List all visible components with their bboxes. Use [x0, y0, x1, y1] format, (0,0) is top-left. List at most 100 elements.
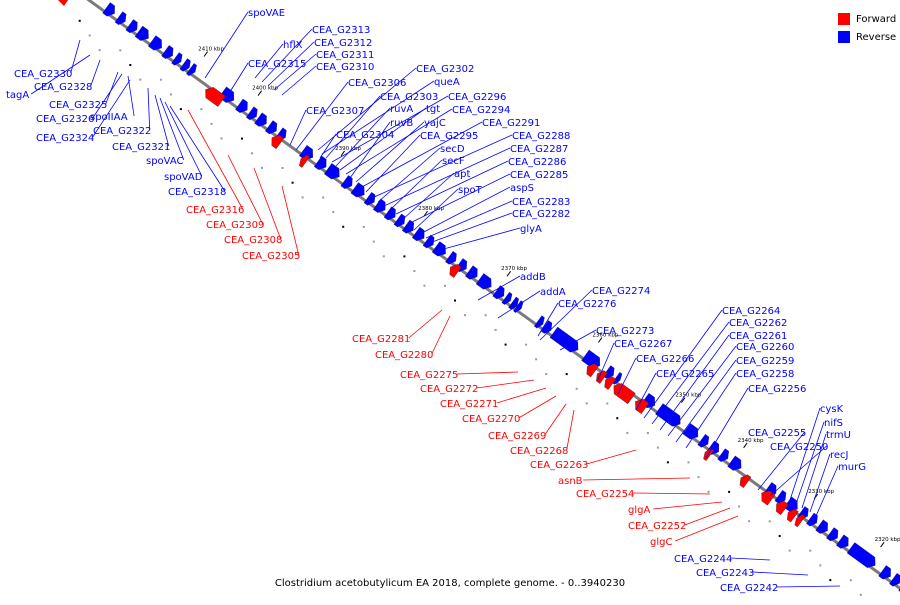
forward-label-connector: [187, 109, 244, 210]
reverse-label-connector: [801, 433, 827, 509]
gene-shape: [393, 213, 406, 228]
feature-mark: [261, 166, 263, 169]
gene-shape: [492, 285, 505, 300]
gene-shape: [806, 512, 818, 527]
reverse-gene-label: nifS: [824, 418, 843, 429]
feature-mark: [525, 343, 528, 346]
reverse-gene-label: ruvB: [390, 118, 413, 129]
reverse-label-connector: [365, 134, 421, 193]
forward-label-connector: [476, 379, 535, 389]
gene-shape: [235, 98, 248, 113]
reverse-label-connector: [815, 465, 839, 517]
reverse-gene-56: [836, 534, 849, 549]
forward-gene-label: CEA_G2275: [400, 370, 458, 381]
gene-shape: [604, 376, 617, 390]
gene-shape: [205, 87, 226, 107]
gene-shape: [323, 163, 340, 180]
reverse-label-connector: [635, 372, 657, 411]
reverse-gene-label: CEA_G2296: [448, 92, 506, 103]
reverse-gene-label: CEA_G2283: [512, 197, 570, 208]
tick-mark: [743, 442, 748, 449]
feature-mark: [585, 402, 588, 405]
gene-shape: [340, 175, 353, 189]
feature-mark: [606, 402, 609, 405]
tick-mark: [423, 210, 429, 217]
forward-gene-0: [205, 87, 226, 107]
forward-label-connector: [281, 185, 300, 256]
reverse-gene-label: trmU: [826, 430, 851, 441]
forward-gene-label: CEA_G2281: [352, 334, 410, 345]
forward-gene-10: [739, 474, 752, 488]
reverse-label-connector: [675, 359, 737, 443]
reverse-label-connector: [643, 309, 723, 419]
gene-shape: [254, 112, 267, 127]
feature-mark: [210, 122, 213, 125]
reverse-gene-58: [878, 565, 891, 580]
forward-label-connector: [227, 154, 264, 225]
reverse-label-connector: [809, 453, 831, 513]
forward-gene-label: CEA_G2269: [488, 431, 546, 442]
reverse-gene-label: hflX: [283, 40, 303, 51]
tick-mark: [597, 337, 603, 343]
reverse-gene-23: [393, 213, 406, 228]
reverse-gene-47: [717, 448, 729, 462]
feature-mark: [454, 299, 456, 302]
forward-gene-label: CEA_G2252: [628, 521, 686, 532]
reverse-label-connector: [659, 334, 730, 431]
gene-shape: [147, 35, 162, 51]
feature-mark: [697, 476, 700, 479]
reverse-label-connector: [667, 345, 737, 437]
forward-label-connector: [675, 515, 739, 542]
gene-shape: [739, 474, 752, 488]
forward-label-connector: [632, 492, 711, 495]
gene-shape: [179, 58, 191, 72]
gene-shape: [125, 19, 138, 34]
feature-mark: [616, 417, 619, 420]
reverse-label-connector: [377, 147, 441, 203]
reverse-gene-label: CEA_G2285: [510, 170, 568, 181]
feature-mark: [687, 461, 690, 464]
forward-label-connector: [566, 409, 575, 451]
gene-shape: [501, 291, 513, 305]
gene-shape: [445, 251, 457, 265]
feature-mark: [129, 64, 132, 66]
feature-mark: [403, 255, 406, 258]
feature-mark: [362, 225, 365, 228]
reverse-gene-label: CEA_G2310: [316, 62, 374, 73]
reverse-label-connector: [355, 121, 425, 183]
legend: Forward Reverse: [838, 10, 896, 46]
reverse-label-connector: [281, 65, 317, 96]
feature-mark: [748, 520, 751, 523]
reverse-gene-label: CEA_G2325: [49, 100, 107, 111]
forward-label-connector: [408, 309, 443, 339]
reverse-gene-32: [492, 285, 505, 300]
gene-shape: [613, 383, 636, 405]
reverse-gene-label: CEA_G2311: [316, 50, 374, 61]
gene-shape: [776, 500, 789, 516]
tick-mark: [506, 271, 512, 277]
reverse-gene-label: CEA_G2267: [614, 339, 672, 350]
forward-gene-label: CEA_G2309: [206, 220, 264, 231]
gene-shape: [727, 455, 742, 471]
reverse-label-connector: [497, 290, 541, 319]
reverse-label-connector: [335, 107, 391, 167]
reverse-label-connector: [339, 107, 427, 171]
reverse-gene-label: CEA_G2260: [736, 342, 794, 353]
reverse-gene-label: CEA_G2315: [248, 59, 306, 70]
reverse-label-connector: [147, 87, 151, 131]
feature-mark: [78, 19, 81, 22]
feature-mark: [809, 549, 812, 552]
gene-shape: [697, 434, 710, 448]
forward-label-connector: [653, 501, 723, 510]
feature-mark: [119, 49, 122, 52]
feature-mark: [778, 535, 781, 537]
reverse-gene-label: CEA_G2265: [656, 369, 714, 380]
gene-shape: [271, 134, 285, 150]
feature-mark: [200, 108, 203, 111]
forward-gene-4: [586, 363, 599, 378]
feature-mark: [291, 181, 294, 184]
reverse-gene-1: [114, 11, 127, 25]
reverse-gene-12: [254, 112, 267, 127]
reverse-gene-label: tagA: [6, 90, 29, 101]
reverse-label-connector: [757, 431, 806, 491]
